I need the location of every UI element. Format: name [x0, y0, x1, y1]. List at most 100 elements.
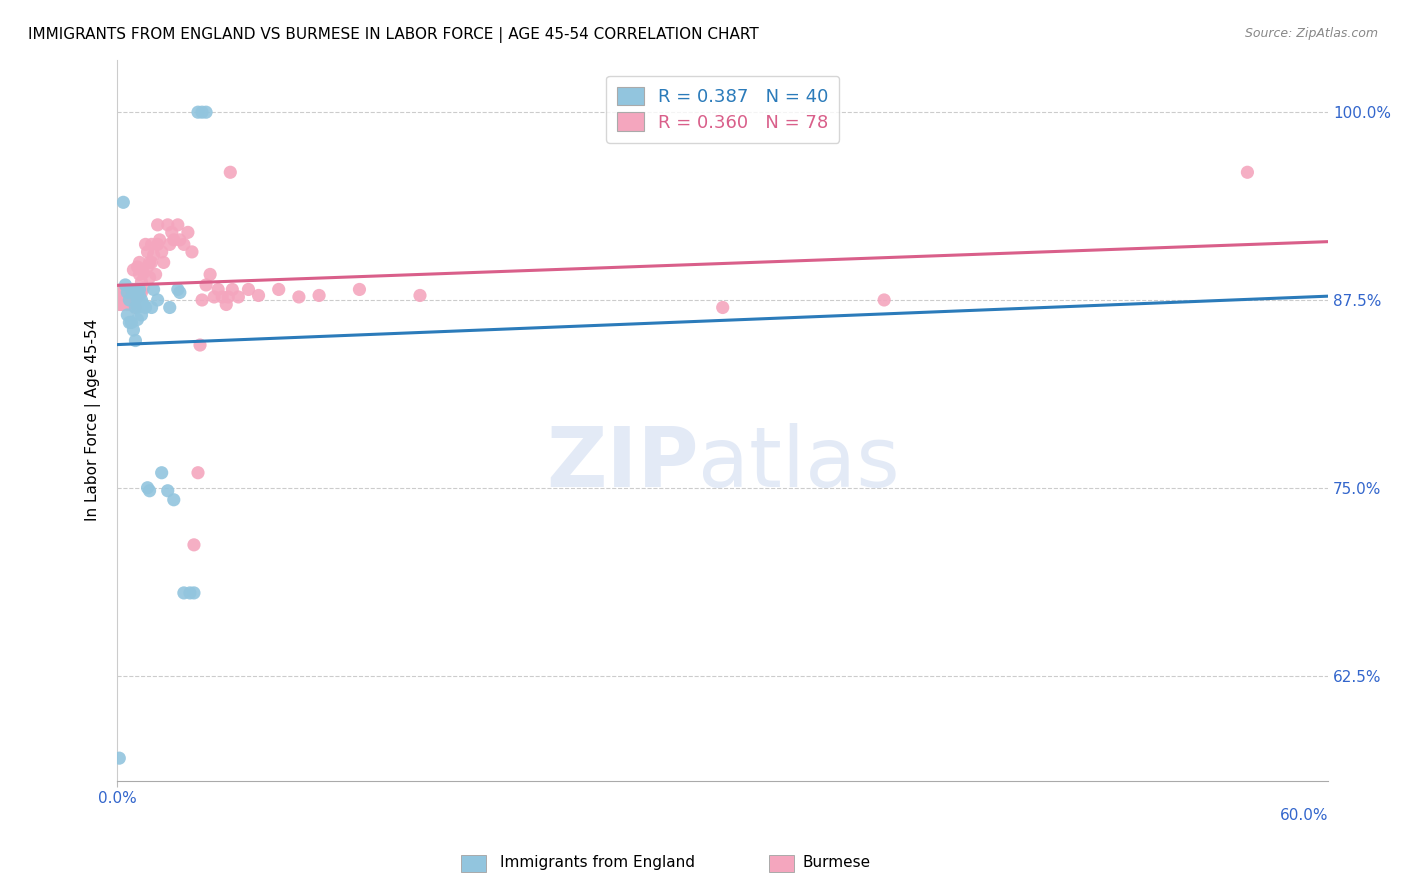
Point [873, 293, 896, 307]
Point [108, 292, 131, 306]
Point [173, 237, 195, 252]
Point [195, 277, 218, 292]
Point [122, 263, 145, 277]
Point [112, 290, 135, 304]
Point [181, 244, 204, 259]
Point [131, 308, 153, 322]
Point [117, 285, 139, 300]
Point [183, 586, 205, 600]
Point [238, 282, 260, 296]
Point [142, 248, 165, 262]
Point [138, 255, 160, 269]
Point [138, 270, 160, 285]
Point [711, 301, 734, 315]
Point [117, 297, 139, 311]
Point [169, 285, 191, 300]
Point [112, 282, 135, 296]
Point [122, 290, 145, 304]
Point [179, 586, 201, 600]
Point [159, 237, 181, 252]
Bar [461, 855, 486, 872]
Point [136, 481, 159, 495]
Point [132, 297, 155, 311]
Point [128, 268, 150, 282]
Point [217, 290, 239, 304]
Point [127, 301, 149, 315]
Point [120, 297, 142, 311]
Point [228, 290, 250, 304]
Point [288, 290, 311, 304]
Point [132, 266, 155, 280]
Point [124, 334, 146, 348]
Point [108, 751, 131, 765]
Point [122, 323, 145, 337]
Text: 60.0%: 60.0% [1279, 808, 1329, 823]
Legend: R = 0.387   N = 40, R = 0.360   N = 78: R = 0.387 N = 40, R = 0.360 N = 78 [606, 76, 839, 143]
Point [142, 282, 165, 296]
Point [131, 293, 153, 307]
Point [127, 260, 149, 274]
Point [150, 244, 173, 259]
Point [124, 282, 146, 296]
Point [127, 282, 149, 296]
Point [169, 233, 191, 247]
Point [114, 277, 136, 292]
Point [146, 293, 169, 307]
Point [150, 466, 173, 480]
Point [409, 288, 432, 302]
Point [122, 282, 145, 296]
Point [131, 275, 153, 289]
Point [163, 492, 186, 507]
Text: IMMIGRANTS FROM ENGLAND VS BURMESE IN LABOR FORCE | AGE 45-54 CORRELATION CHART: IMMIGRANTS FROM ENGLAND VS BURMESE IN LA… [28, 27, 759, 43]
Point [195, 105, 218, 120]
Point [163, 233, 186, 247]
Text: atlas: atlas [699, 423, 900, 504]
Point [118, 290, 141, 304]
Point [108, 297, 131, 311]
Point [177, 225, 200, 239]
Point [141, 301, 163, 315]
Point [131, 285, 153, 300]
Point [127, 293, 149, 307]
Point [117, 282, 139, 296]
Text: Source: ZipAtlas.com: Source: ZipAtlas.com [1244, 27, 1378, 40]
Point [156, 218, 179, 232]
Point [127, 312, 149, 326]
Point [166, 218, 188, 232]
Point [132, 281, 155, 295]
Point [267, 282, 290, 296]
Point [122, 285, 145, 300]
Point [188, 338, 211, 352]
Point [156, 483, 179, 498]
Point [183, 538, 205, 552]
Text: Immigrants from England: Immigrants from England [501, 855, 695, 870]
Point [135, 237, 157, 252]
Point [146, 237, 169, 252]
Point [118, 293, 141, 307]
Point [207, 282, 229, 296]
Point [215, 297, 238, 311]
Point [191, 293, 214, 307]
Point [146, 218, 169, 232]
Bar [769, 855, 794, 872]
Point [160, 225, 183, 239]
Point [117, 308, 139, 322]
Point [124, 301, 146, 315]
Point [187, 105, 209, 120]
Point [138, 483, 160, 498]
Point [141, 255, 163, 269]
Point [112, 195, 135, 210]
Point [187, 466, 209, 480]
Point [124, 301, 146, 315]
Point [117, 290, 139, 304]
Point [120, 316, 142, 330]
Point [141, 237, 163, 252]
Y-axis label: In Labor Force | Age 45-54: In Labor Force | Age 45-54 [86, 319, 101, 521]
Point [145, 268, 167, 282]
Point [202, 290, 225, 304]
Point [127, 282, 149, 296]
Point [112, 297, 135, 311]
Point [1236, 165, 1258, 179]
Point [128, 282, 150, 296]
Point [166, 282, 188, 296]
